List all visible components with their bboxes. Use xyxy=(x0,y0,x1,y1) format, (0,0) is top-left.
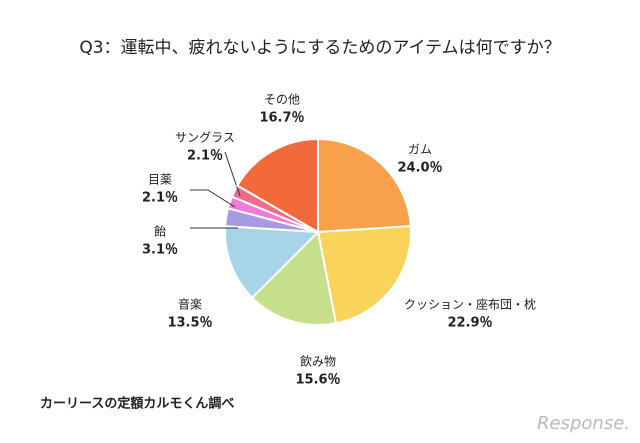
value-label: 15.6％ xyxy=(295,373,340,388)
logo: Response. xyxy=(537,413,630,434)
pie-slice xyxy=(250,229,338,326)
value-label: 24.0％ xyxy=(397,161,442,176)
category-label: 飲み物 xyxy=(300,354,336,369)
category-label: 飴 xyxy=(154,224,166,239)
value-label: 22.9％ xyxy=(447,316,492,331)
category-label: ガム xyxy=(408,143,432,157)
pie-slice xyxy=(317,137,412,234)
pie-slice xyxy=(316,225,412,325)
value-label: 16.7％ xyxy=(259,111,304,126)
value-label: 2.1％ xyxy=(187,149,223,164)
category-label: その他 xyxy=(264,93,300,107)
pie-slice xyxy=(235,137,319,234)
chart-title: Q3：運転中、疲れないようにするためのアイテムは何ですか？ xyxy=(79,38,560,58)
leader-line xyxy=(190,189,236,208)
category-label: サングラス xyxy=(175,131,235,145)
category-label: 目薬 xyxy=(148,173,172,187)
source-note: カーリースの定額カルモくん調べ xyxy=(40,396,234,412)
value-label: 3.1％ xyxy=(142,243,178,258)
category-label: 音楽 xyxy=(178,297,202,312)
category-label: クッション・座布団・枕 xyxy=(404,297,536,312)
value-label: 2.1％ xyxy=(142,191,178,206)
value-label: 13.5％ xyxy=(167,316,212,331)
leader-line xyxy=(224,151,241,197)
pie-slice xyxy=(224,225,321,300)
